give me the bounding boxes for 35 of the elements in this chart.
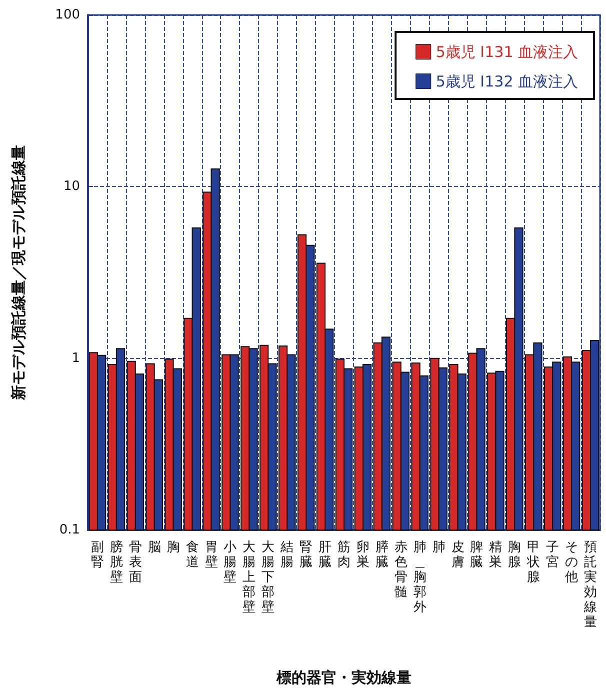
- x-tick-label: 大腸下部壁: [262, 540, 275, 615]
- x-tick-label: 骨表面: [128, 540, 142, 585]
- x-tick-label: 脳: [148, 540, 161, 555]
- x-tick-label: 結腸: [280, 540, 294, 570]
- x-tick-label: 卵巣: [356, 540, 370, 570]
- x-tick-label: 胸腺: [508, 540, 522, 570]
- x-tick-label: 肺: [432, 540, 446, 555]
- x-tick-label: その他: [565, 540, 578, 585]
- x-tick-label: 赤色骨髄: [394, 540, 408, 600]
- x-axis-title: 標的器官・実効線量: [276, 668, 412, 686]
- x-tick-label: 肝臓: [318, 540, 332, 570]
- y-tick-label: 0.1: [59, 522, 80, 538]
- y-axis-title: 新モデル預託線量／現モデル預託線量: [10, 145, 28, 401]
- x-tick-label: 胸: [166, 540, 180, 555]
- x-tick-label: 大腸上部壁: [242, 540, 256, 615]
- x-tick-label: 精巣: [489, 540, 502, 570]
- x-tick-label: 小腸壁: [224, 540, 237, 585]
- x-tick-label: 皮膚: [451, 540, 464, 570]
- y-tick-label: 1: [72, 350, 80, 366]
- x-tick-label: 預託実効線量: [583, 540, 598, 630]
- x-tick-label: 膵臓: [375, 540, 388, 570]
- x-tick-label: 食道: [186, 540, 199, 570]
- y-tick-label: 10: [63, 179, 80, 194]
- legend-label: 5歳児 I131 血液注入: [436, 42, 578, 61]
- x-tick-label: 胃壁: [204, 540, 218, 570]
- x-tick-label: 肺＿胸郭外: [413, 540, 426, 615]
- x-tick-label: 甲状腺: [526, 540, 540, 585]
- y-tick-label: 100: [55, 8, 80, 22]
- x-tick-label: 脾臓: [470, 540, 484, 570]
- x-tick-label: 筋肉: [338, 540, 350, 570]
- x-tick-label: 膀胱壁: [110, 540, 123, 585]
- legend-label: 5歳児 I132 血液注入: [436, 72, 578, 90]
- x-tick-label: 腎臓: [300, 540, 313, 570]
- x-tick-label: 副腎: [90, 540, 104, 570]
- x-tick-label: 子宮: [546, 540, 560, 570]
